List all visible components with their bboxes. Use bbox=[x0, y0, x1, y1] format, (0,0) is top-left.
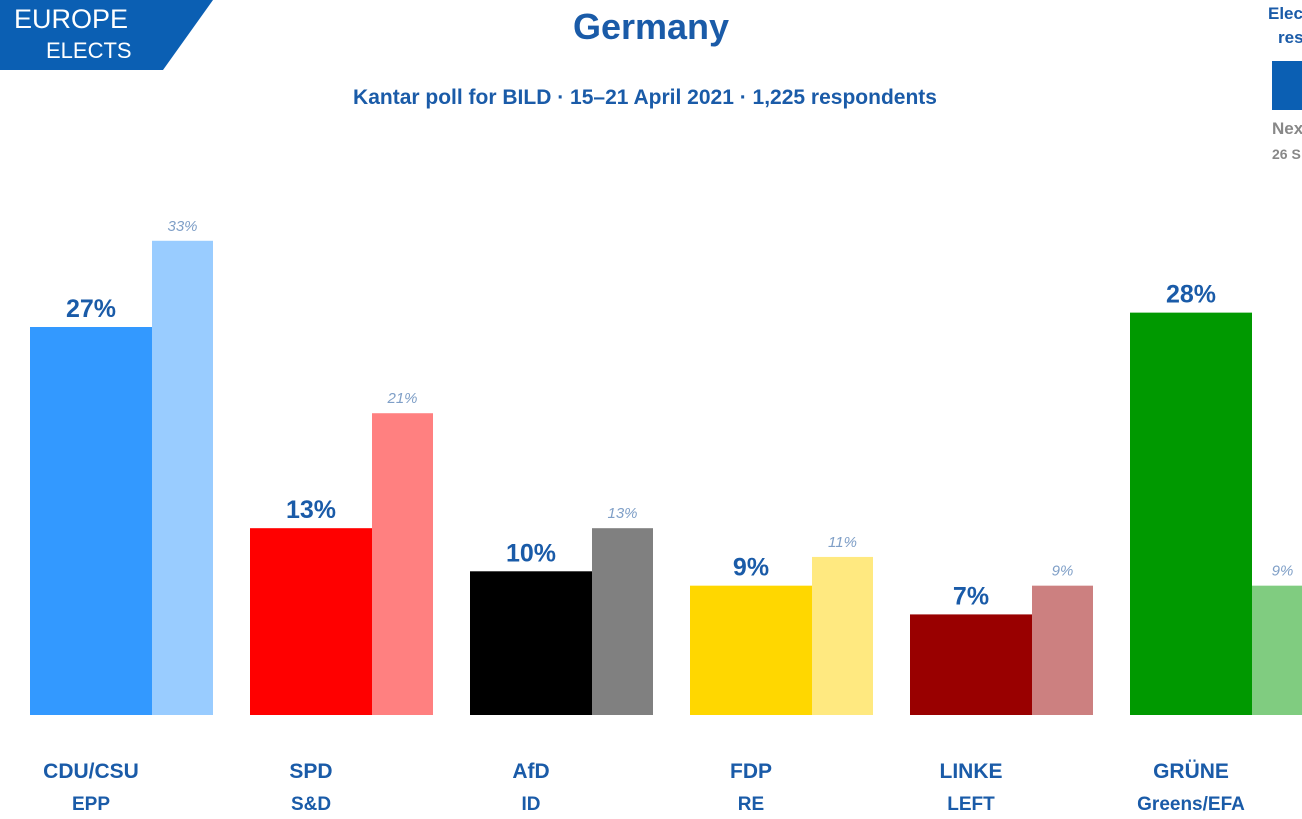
current-bar-2 bbox=[470, 571, 592, 715]
category-label-4: LINKE bbox=[940, 760, 1003, 783]
previous-bar-2 bbox=[592, 528, 653, 715]
corner-text-4: 26 S bbox=[1272, 146, 1301, 162]
chart-subtitle: Kantar poll for BILD · 15–21 April 2021 … bbox=[353, 86, 937, 109]
previous-value-label-5: 9% bbox=[1272, 563, 1294, 580]
corner-text-3: Nex bbox=[1272, 119, 1302, 138]
previous-bar-4 bbox=[1032, 585, 1093, 715]
category-label-2: AfD bbox=[512, 760, 549, 783]
current-value-label-2: 10% bbox=[506, 539, 556, 567]
previous-value-label-3: 11% bbox=[828, 534, 857, 551]
previous-bar-0 bbox=[152, 240, 213, 715]
current-bar-3 bbox=[690, 585, 812, 715]
current-value-label-0: 27% bbox=[66, 295, 116, 323]
corner-text-1: Elec bbox=[1268, 4, 1302, 23]
current-bar-1 bbox=[250, 528, 372, 715]
corner-text-2: res bbox=[1278, 28, 1302, 47]
group-label-1: S&D bbox=[291, 794, 331, 815]
previous-value-label-2: 13% bbox=[607, 505, 637, 522]
current-bar-4 bbox=[910, 614, 1032, 715]
group-label-4: LEFT bbox=[947, 794, 995, 815]
current-value-label-1: 13% bbox=[286, 496, 336, 524]
chart-title: Germany bbox=[572, 6, 730, 47]
category-label-3: FDP bbox=[730, 760, 772, 783]
group-label-2: ID bbox=[522, 794, 541, 815]
previous-bar-1 bbox=[372, 413, 433, 715]
current-bar-0 bbox=[30, 327, 152, 715]
corner-box bbox=[1272, 61, 1302, 110]
category-label-0: CDU/CSU bbox=[43, 760, 139, 783]
previous-value-label-0: 33% bbox=[167, 218, 197, 235]
group-label-3: RE bbox=[738, 794, 764, 815]
previous-bar-5 bbox=[1252, 585, 1302, 715]
group-label-5: Greens/EFA bbox=[1137, 794, 1245, 815]
category-label-5: GRÜNE bbox=[1153, 760, 1229, 783]
current-value-label-4: 7% bbox=[953, 582, 989, 610]
previous-value-label-4: 9% bbox=[1052, 563, 1074, 580]
current-bar-5 bbox=[1130, 312, 1252, 715]
group-label-0: EPP bbox=[72, 794, 110, 815]
europe-elects-logo: EUROPE ELECTS bbox=[0, 0, 215, 70]
current-value-label-5: 28% bbox=[1166, 281, 1216, 309]
previous-value-label-1: 21% bbox=[386, 390, 417, 407]
category-label-1: SPD bbox=[289, 760, 332, 783]
current-value-label-3: 9% bbox=[733, 554, 769, 582]
logo-line2: ELECTS bbox=[46, 38, 132, 63]
logo-line1: EUROPE bbox=[14, 4, 129, 34]
previous-bar-3 bbox=[812, 556, 873, 715]
